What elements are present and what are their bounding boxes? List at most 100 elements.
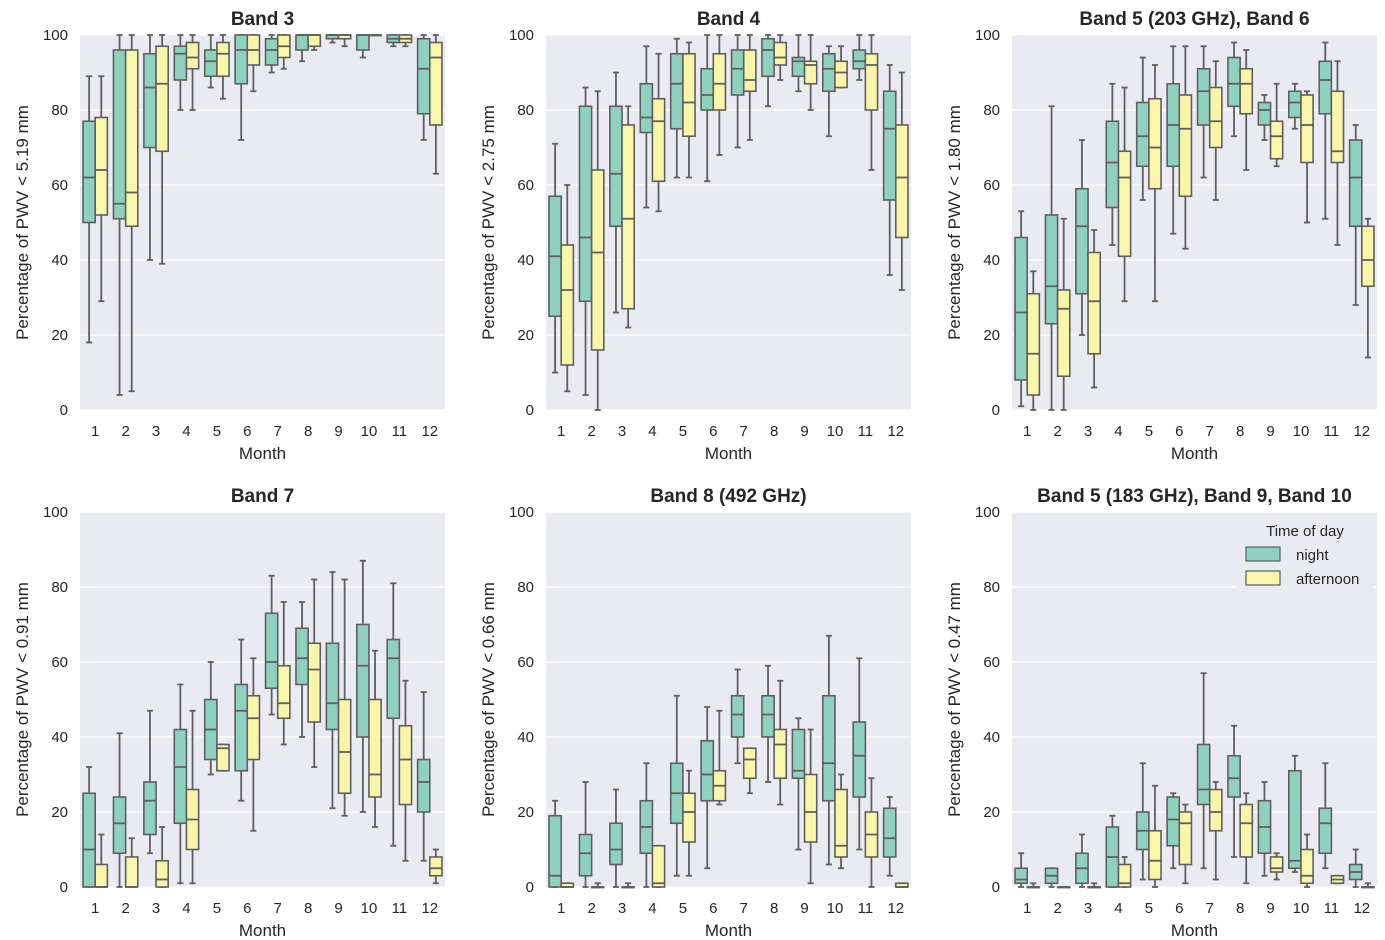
box-afternoon-month-5 [1148,64,1162,303]
box-afternoon-month-2 [124,34,139,393]
box-iqr [1178,811,1193,866]
box-afternoon-month-6 [1178,45,1193,250]
box-iqr [761,694,775,738]
y-tick-label: 60 [517,177,534,194]
legend: Time of day night afternoon [1236,520,1374,596]
x-tick-label: 9 [1266,900,1274,917]
x-tick-label: 2 [587,423,595,440]
box-afternoon-month-1 [560,184,575,393]
x-tick-label: 7 [1206,900,1214,917]
box-iqr [834,60,848,89]
box-night-month-8 [1227,41,1241,138]
x-tick-label: 3 [1084,423,1092,440]
box-iqr [368,698,382,798]
x-tick-label: 11 [392,423,408,440]
x-tick-label: 4 [648,900,656,917]
box-iqr [1135,101,1150,168]
box-iqr [682,792,696,843]
x-tick-label: 6 [1175,900,1183,917]
x-tick-label: 7 [274,423,282,440]
box-afternoon-month-7 [1208,60,1223,201]
x-tick-label: 11 [1324,900,1340,917]
box-afternoon-month-9 [1269,852,1284,881]
x-tick-label: 1 [1023,900,1031,917]
y-tick-label: 40 [517,252,534,269]
box-night-month-11 [386,582,401,847]
x-tick-label: 6 [1175,423,1183,440]
y-tick-label: 0 [526,402,534,419]
box-afternoon-month-6 [1178,803,1193,885]
box-iqr [578,105,593,303]
y-tick-label: 20 [983,327,1000,344]
box-iqr [791,728,806,780]
box-iqr [742,49,757,93]
y-tick-label: 80 [983,579,1000,596]
box-afternoon-month-4 [1117,86,1132,303]
box-night-month-12 [1348,124,1363,306]
box-afternoon-month-3 [1087,229,1102,389]
box-iqr [112,49,127,220]
box-night-month-2 [578,781,593,888]
x-tick-label: 8 [304,423,312,440]
box-afternoon-month-4 [185,34,200,111]
y-tick-label: 40 [517,729,534,746]
box-iqr [1318,60,1333,115]
legend-swatch-night [1245,546,1281,562]
box-afternoon-month-10 [1300,90,1314,224]
box-night-month-9 [325,571,340,810]
box-iqr [203,49,218,78]
box-iqr [639,82,654,134]
box-afternoon-month-10 [834,45,848,89]
x-tick-label: 2 [121,423,129,440]
y-tick-label: 80 [51,102,68,119]
box-iqr [1105,120,1120,209]
box-afternoon-month-7 [276,601,291,746]
box-afternoon-month-9 [803,728,818,885]
x-tick-label: 12 [421,900,438,917]
x-tick-label: 3 [152,423,160,440]
box-iqr [307,34,322,48]
box-iqr [1178,94,1193,198]
legend-title: Time of day [1266,523,1344,540]
x-tick-label: 9 [334,900,342,917]
x-tick-label: 4 [1114,423,1122,440]
box-iqr [1269,120,1284,160]
chart-title: Band 3 [231,9,294,30]
box-night-month-1 [548,799,563,888]
box-afternoon-month-1 [94,833,109,888]
x-axis-label: Month [1171,444,1218,463]
x-tick-label: 8 [1236,900,1244,917]
box-iqr [416,37,431,115]
box-iqr [590,169,605,351]
box-iqr [1269,856,1284,873]
y-axis-label: Percentage of PWV < 0.47 mm [945,582,964,817]
y-tick-label: 100 [43,27,68,44]
box-night-month-11 [852,34,867,81]
box-afternoon-month-1 [1026,270,1041,411]
x-tick-label: 10 [361,900,378,917]
box-afternoon-month-12 [428,34,443,175]
y-axis-label: Percentage of PWV < 0.91 mm [13,582,32,817]
box-iqr [1087,251,1102,355]
box-afternoon-month-2 [590,882,605,889]
box-iqr [143,52,157,149]
box-night-month-10 [355,559,370,813]
box-afternoon-month-9 [337,578,352,817]
box-night-month-1 [548,142,563,374]
box-iqr [1360,225,1375,288]
box-afternoon-month-5 [216,743,230,772]
box-iqr [386,638,401,720]
box-night-month-5 [669,694,684,877]
box-night-month-4 [639,45,654,209]
box-iqr [651,97,666,183]
x-tick-label: 10 [827,900,844,917]
y-tick-label: 60 [983,177,1000,194]
box-iqr [1257,101,1272,126]
box-iqr [234,34,249,85]
x-tick-label: 12 [887,900,904,917]
box-iqr [578,833,593,877]
box-afternoon-month-4 [651,844,666,888]
box-iqr [669,52,684,130]
y-tick-label: 20 [51,804,68,821]
